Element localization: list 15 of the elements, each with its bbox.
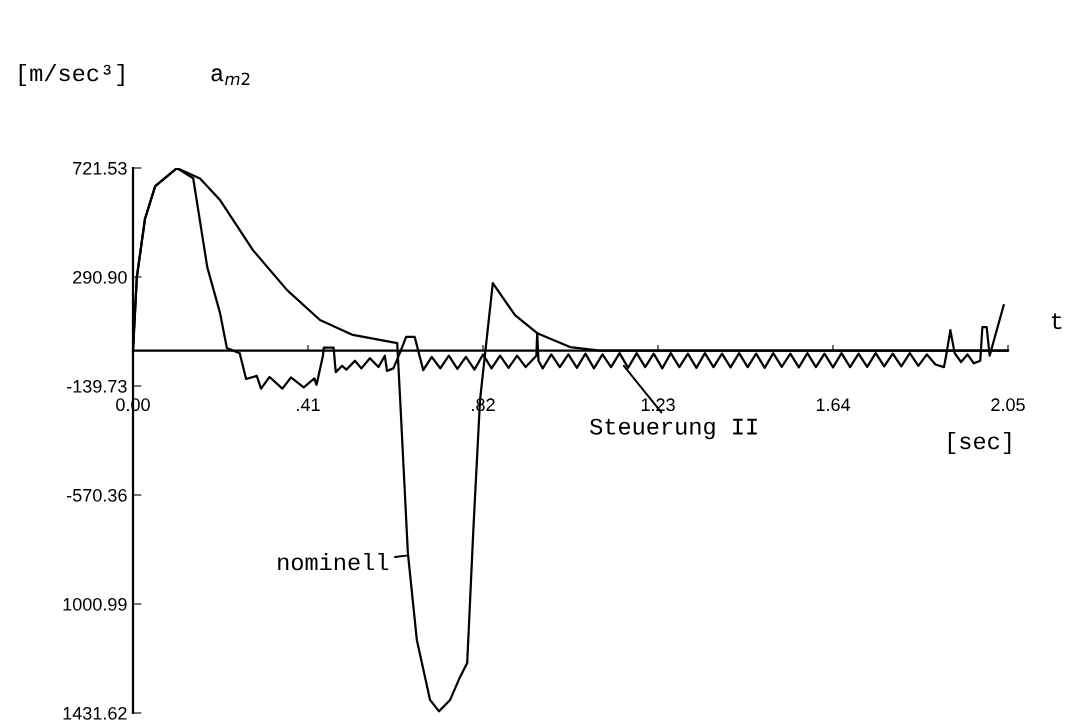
x-tick-label: 2.05 [991, 398, 1025, 412]
y-tick-label: 290.90 [73, 270, 127, 284]
y-tick-label: 1000.99 [63, 597, 127, 611]
y-tick-label: 721.53 [73, 161, 127, 175]
annotation: [sec] [948, 431, 1011, 454]
annotation: nominell [278, 552, 389, 571]
x-axis-title: t [1051, 313, 1062, 330]
y-tick-label: 1431.62 [63, 706, 127, 720]
x-tick-label: .41 [297, 398, 320, 411]
y-tick-label: -139.73 [67, 379, 127, 393]
y-tick-label: -570.36 [67, 488, 127, 502]
y-axis-title: [m/sec³] [19, 64, 124, 87]
chart-title: a$_{m2}$ [211, 68, 250, 85]
annotation: Steuerung II [590, 418, 757, 440]
x-tick-label: 1.64 [816, 398, 851, 412]
